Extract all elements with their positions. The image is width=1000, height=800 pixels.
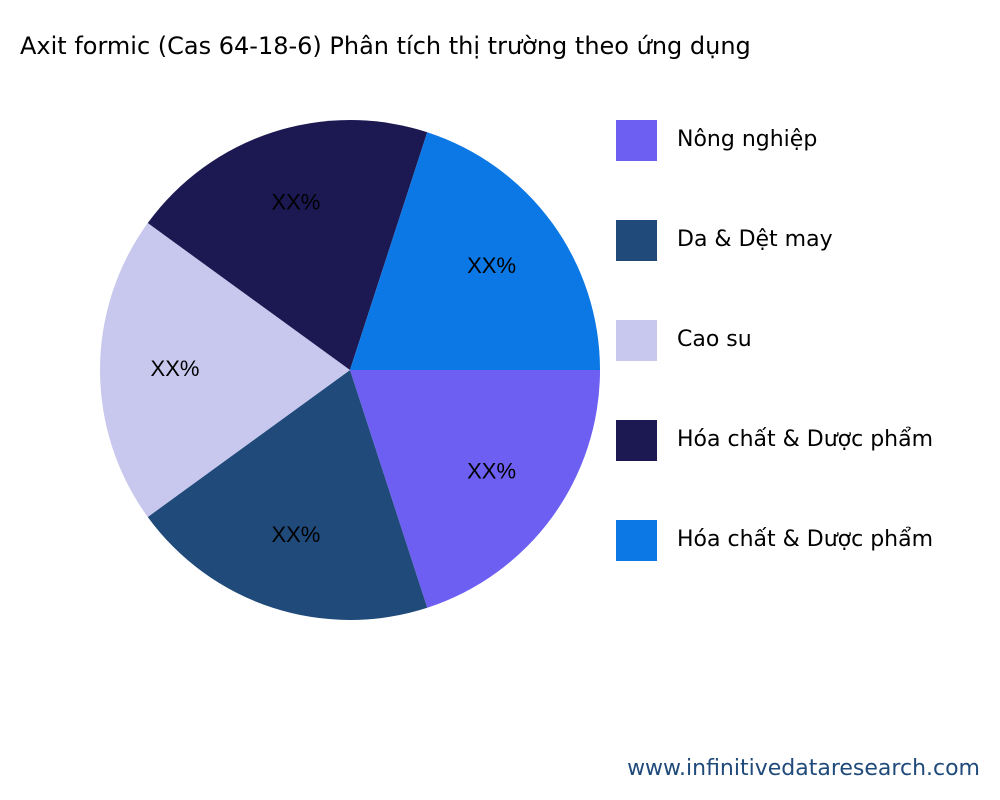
legend-swatch — [616, 120, 657, 161]
legend-swatch — [616, 320, 657, 361]
pie-slice — [100, 223, 350, 517]
slice-label: XX% — [467, 459, 516, 484]
pie-slice — [350, 370, 600, 608]
slice-label: XX% — [467, 253, 516, 278]
slice-label: XX% — [271, 189, 320, 214]
source-url: www.infinitivedataresearch.com — [627, 756, 980, 781]
legend-label: Da & Dệt may — [677, 227, 833, 252]
legend-swatch — [616, 520, 657, 561]
slice-label: XX% — [151, 356, 200, 381]
legend-label: Hóa chất & Dược phẩm — [677, 527, 933, 552]
slice-label: XX% — [271, 522, 320, 547]
pie-slice — [147, 370, 428, 620]
legend-swatch — [616, 220, 657, 261]
legend-label: Nông nghiệp — [677, 127, 817, 152]
pie-slice — [147, 120, 428, 370]
legend-label: Cao su — [677, 327, 752, 352]
chart-title: Axit formic (Cas 64-18-6) Phân tích thị … — [20, 32, 751, 60]
legend-label: Hóa chất & Dược phẩm — [677, 427, 933, 452]
legend-swatch — [616, 420, 657, 461]
pie-slice — [350, 132, 600, 370]
